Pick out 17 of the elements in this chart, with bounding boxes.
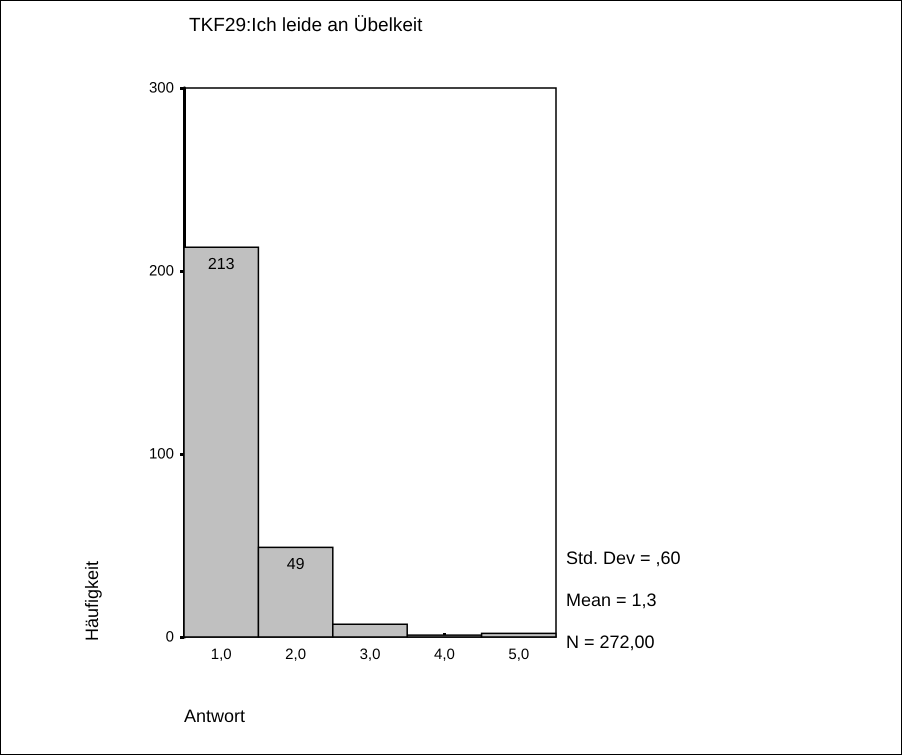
x-tick-label: 3,0	[360, 646, 380, 663]
chart-title: TKF29:Ich leide an Übelkeit	[189, 15, 424, 36]
y-tick-label: 200	[148, 262, 174, 280]
x-tick-label: 4,0	[434, 646, 455, 663]
y-axis-title: Häufigkeit	[82, 560, 102, 642]
x-tick-label: 1,0	[210, 646, 232, 663]
x-tick-label: 5,0	[508, 646, 530, 663]
data-label: 213	[208, 256, 235, 273]
x-axis-title: Antwort	[184, 706, 246, 726]
text: Mean = 1,3	[566, 590, 657, 610]
text: Std. Dev = ,60	[566, 548, 681, 568]
data-label: 49	[286, 556, 305, 574]
x-tick-label: 2,0	[285, 646, 306, 663]
y-tick-label: 300	[148, 80, 174, 96]
text: N = 272,00	[566, 632, 655, 652]
y-tick-label: 0	[166, 628, 174, 646]
y-tick-label: 100	[148, 446, 174, 462]
